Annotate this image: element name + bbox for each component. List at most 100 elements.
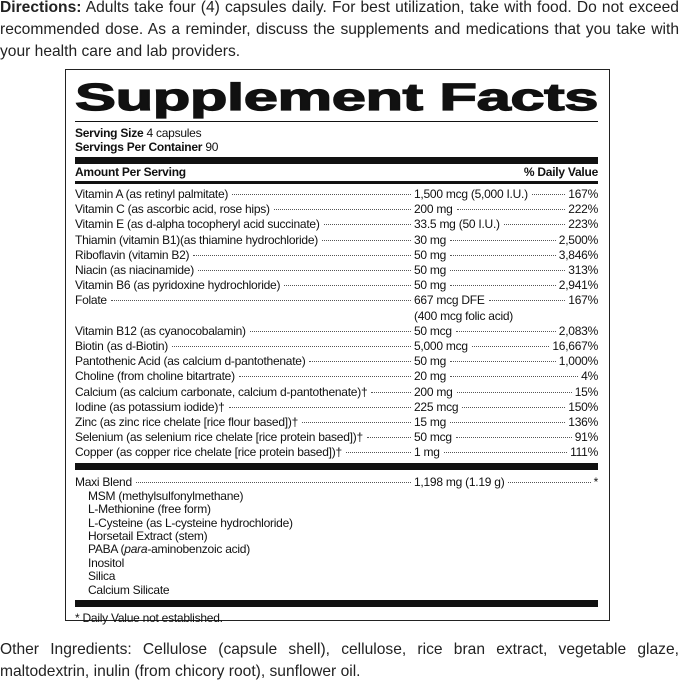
nutrient-row: Pantothenic Acid (as calcium d-pantothen…	[75, 354, 598, 369]
amount: 33.5 mg (50 I.U.)	[414, 217, 500, 232]
footnote: * Daily Value not established.	[75, 611, 598, 626]
blend-ingredient: MSM (methylsulfonylmethane)	[88, 488, 244, 503]
daily-value: 150%	[568, 399, 598, 414]
serving-size-value: 4 capsules	[146, 126, 202, 140]
name-cell: Iodine (as potassium iodide)†	[75, 400, 414, 415]
nutrient-name: Iodine (as potassium iodide)†	[75, 399, 225, 414]
blend-ingredient: Calcium Silicate	[88, 582, 170, 597]
nutrient-name: Zinc (as zinc rice chelate [rice flour b…	[75, 415, 299, 430]
directions: Directions: Adults take four (4) capsule…	[0, 0, 679, 63]
nutrient-row: Iodine (as potassium iodide)† 225 mcg 150%	[75, 400, 598, 415]
nutrient-name: Riboflavin (vitamin B2)	[75, 247, 190, 262]
nutrient-row: Selenium (as selenium rice chelate [rice…	[75, 430, 598, 445]
serving-size: Serving Size 4 capsules	[75, 126, 598, 140]
amount-line: 50 mcg 91%	[414, 430, 598, 445]
name-cell: Calcium (as calcium carbonate, calcium d…	[75, 385, 414, 400]
amount-cell: 667 mcg DFE 167% (400 mcg folic acid)	[414, 293, 598, 323]
daily-value: 1,000%	[558, 354, 598, 369]
amount-line: 15 mg 136%	[414, 415, 598, 430]
dot-leader	[503, 224, 566, 226]
dot-leader	[371, 391, 411, 393]
dot-leader	[302, 422, 411, 424]
servings-value: 90	[205, 140, 219, 154]
daily-value: 167%	[568, 187, 598, 201]
supplement-facts-panel: Supplement Facts Serving Size 4 capsules…	[65, 69, 610, 625]
nutrient-rows: Vitamin A (as retinyl palmitate) 1,500 mc…	[75, 187, 598, 461]
amount-line: 50 mg 313%	[414, 263, 598, 278]
name-cell: Vitamin E (as d-alpha tocopheryl acid su…	[75, 217, 414, 232]
nutrient-name: Vitamin B6 (as pyridoxine hydrochloride)	[75, 278, 281, 293]
daily-value: 16,667%	[552, 339, 598, 354]
dot-leader	[462, 406, 566, 408]
dot-leader	[110, 300, 411, 302]
other-ingredients-text: Other Ingredients: Cellulose (capsule sh…	[0, 641, 679, 680]
daily-value: 2,083%	[558, 323, 598, 338]
dv-header: % Daily Value	[523, 165, 598, 179]
daily-value: 3,846%	[558, 247, 598, 262]
blend-ingredient: Horsetail Extract (stem)	[88, 529, 208, 544]
servings-per-container: Servings Per Container 90	[75, 140, 598, 154]
amount-cell: 50 mg 1,000%	[414, 354, 598, 369]
dot-leader	[322, 239, 411, 241]
name-cell: Riboflavin (vitamin B2)	[75, 248, 414, 263]
amount-cell: 225 mcg 150%	[414, 400, 598, 415]
dot-leader	[443, 452, 568, 454]
amount: 667 mcg DFE	[414, 293, 485, 308]
dot-leader	[450, 254, 556, 256]
dot-leader	[172, 346, 411, 348]
amount-line: 1,198 mg (1.19 g) *	[414, 475, 598, 490]
dot-leader	[456, 209, 566, 211]
title-svg: Supplement Facts	[75, 76, 598, 119]
directions-label: Directions:	[0, 0, 82, 16]
nutrient-row: Calcium (as calcium carbonate, calcium d…	[75, 385, 598, 400]
nutrient-name: Copper (as copper rice chelate [rice pro…	[75, 445, 342, 460]
dot-leader	[284, 285, 411, 287]
name-cell: Folate	[75, 293, 414, 323]
dot-leader	[238, 376, 411, 378]
nutrient-row: Maxi Blend 1,198 mg (1.19 g) *	[75, 475, 598, 490]
amount-cell: 1,198 mg (1.19 g) *	[414, 475, 598, 490]
amount-line: 5,000 mcg 16,667%	[414, 339, 598, 354]
amount: 50 mg	[414, 354, 447, 369]
blend: Maxi Blend 1,198 mg (1.19 g) * MSM (methyls…	[75, 475, 598, 597]
blend-ingredient: Inositol	[88, 555, 125, 570]
amount-cell: 200 mg 222%	[414, 202, 598, 217]
dot-leader	[456, 391, 572, 393]
amount-line: 20 mg 4%	[414, 369, 598, 384]
name-cell: Selenium (as selenium rice chelate [rice…	[75, 430, 414, 445]
dot-leader	[455, 330, 556, 332]
amount: 5,000 mcg	[414, 339, 468, 354]
other-ingredients: Other Ingredients: Cellulose (capsule sh…	[0, 639, 679, 683]
nutrient-name: Vitamin B12 (as cyanocobalamin)	[75, 323, 246, 338]
daily-value: 2,941%	[558, 278, 598, 293]
daily-value: 15%	[574, 384, 599, 399]
nutrient-row: Thiamin (vitamin B1)(as thiamine hydroch…	[75, 233, 598, 248]
daily-value: 136%	[568, 415, 598, 430]
dot-leader	[531, 194, 566, 195]
dot-leader	[450, 239, 556, 241]
daily-value: *	[593, 474, 599, 489]
servings-label: Servings Per Container	[75, 140, 203, 154]
amount-line: 200 mg 222%	[414, 202, 598, 217]
blend-ingredient: L-Methionine (free form)	[88, 502, 211, 517]
amount-line: 50 mcg 2,083%	[414, 324, 598, 339]
amount-line: 50 mg 3,846%	[414, 248, 598, 263]
amount: 200 mg	[414, 384, 453, 399]
amount: 225 mcg	[414, 399, 459, 414]
nutrient-name: Maxi Blend	[75, 474, 132, 489]
amount-note: (400 mcg folic acid)	[414, 308, 514, 323]
dot-leader	[450, 376, 579, 378]
amount-header: Amount Per Serving	[75, 165, 186, 179]
dot-leader	[488, 300, 566, 302]
text-part: PABA (	[88, 542, 125, 557]
nutrient-row: Choline (from choline bitartrate) 20 mg 4%	[75, 369, 598, 384]
nutrient-row: Copper (as copper rice chelate [rice pro…	[75, 445, 598, 460]
amount-line: 667 mcg DFE 167%	[414, 293, 598, 308]
dot-leader	[450, 422, 566, 424]
nutrient-name: Thiamin (vitamin B1)(as thiamine hydroch…	[75, 232, 319, 247]
nutrient-name: Selenium (as selenium rice chelate [rice…	[75, 430, 363, 445]
daily-value: 223%	[568, 217, 598, 232]
dot-leader	[450, 285, 556, 287]
daily-value: 2,500%	[558, 232, 598, 247]
